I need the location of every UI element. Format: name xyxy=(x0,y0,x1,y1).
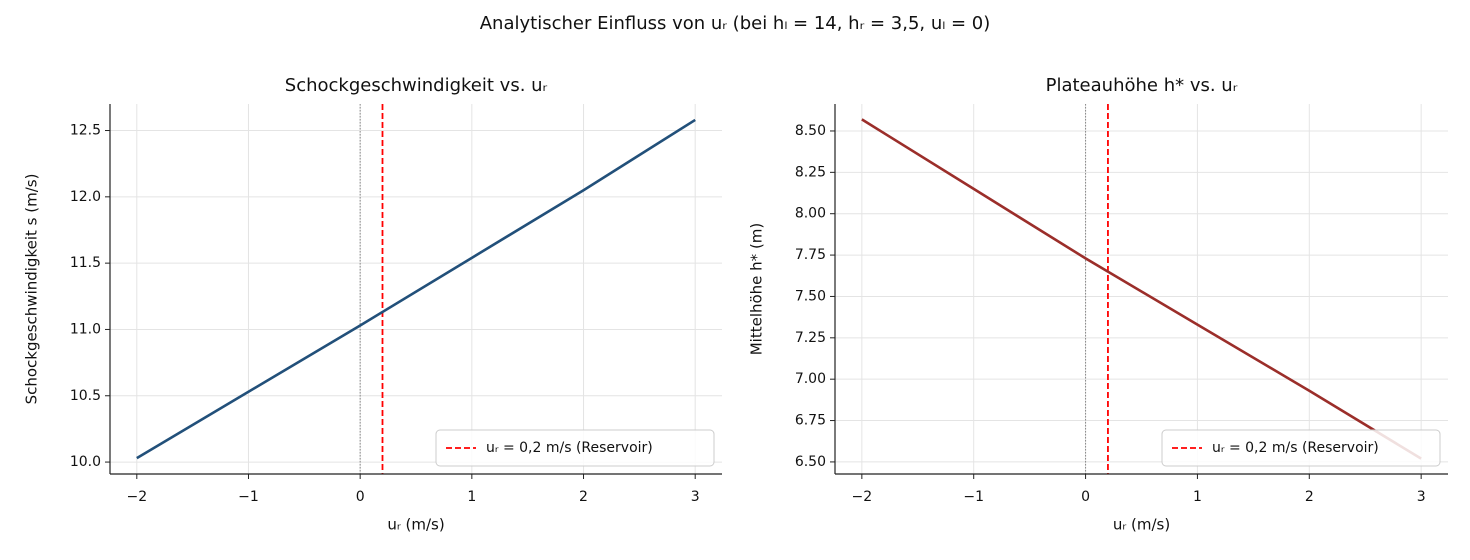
x-tick-label: 0 xyxy=(1081,489,1090,505)
x-axis-label: uᵣ (m/s) xyxy=(387,516,444,534)
x-tick-label: 2 xyxy=(579,489,588,505)
y-tick-label: 10.5 xyxy=(70,388,101,404)
y-tick-label: 6.50 xyxy=(795,454,826,470)
y-tick-label: 12.0 xyxy=(70,189,101,205)
legend-label: uᵣ = 0,2 m/s (Reservoir) xyxy=(1212,440,1379,456)
y-axis-label: Mittelhöhe h* (m) xyxy=(748,223,766,356)
y-tick-label: 11.5 xyxy=(70,255,101,271)
y-tick-label: 6.75 xyxy=(795,413,826,429)
y-tick-label: 7.25 xyxy=(795,330,826,346)
y-tick-label: 8.25 xyxy=(795,164,826,180)
data-line xyxy=(136,118,696,460)
y-tick-label: 11.0 xyxy=(70,321,101,337)
legend-box xyxy=(1161,429,1441,467)
x-tick-label: 3 xyxy=(691,489,700,505)
legend-box xyxy=(435,429,715,467)
legend-label: uᵣ = 0,2 m/s (Reservoir) xyxy=(486,440,653,456)
y-tick-label: 7.75 xyxy=(795,247,826,263)
x-tick-label: −2 xyxy=(852,489,873,505)
x-axis-label: uᵣ (m/s) xyxy=(1113,516,1170,534)
y-axis-label: Schockgeschwindigkeit s (m/s) xyxy=(23,174,41,405)
y-tick-label: 8.00 xyxy=(795,206,826,222)
x-tick-label: 1 xyxy=(467,489,476,505)
x-tick-label: −1 xyxy=(963,489,984,505)
x-tick-label: 1 xyxy=(1193,489,1202,505)
x-tick-label: 2 xyxy=(1305,489,1314,505)
y-tick-label: 12.5 xyxy=(70,123,101,139)
y-tick-label: 8.50 xyxy=(795,123,826,139)
x-tick-label: 3 xyxy=(1417,489,1426,505)
data-line xyxy=(861,118,1422,460)
x-tick-label: −1 xyxy=(238,489,259,505)
chart-title: Schockgeschwindigkeit vs. uᵣ xyxy=(285,75,548,96)
y-tick-label: 7.00 xyxy=(795,371,826,387)
figure-title: Analytischer Einfluss von uᵣ (bei hₗ = 1… xyxy=(480,13,991,34)
y-tick-label: 10.0 xyxy=(70,454,101,470)
y-tick-label: 7.50 xyxy=(795,288,826,304)
chart-title: Plateauhöhe h* vs. uᵣ xyxy=(1046,75,1238,96)
x-tick-label: 0 xyxy=(356,489,365,505)
x-tick-label: −2 xyxy=(126,489,147,505)
